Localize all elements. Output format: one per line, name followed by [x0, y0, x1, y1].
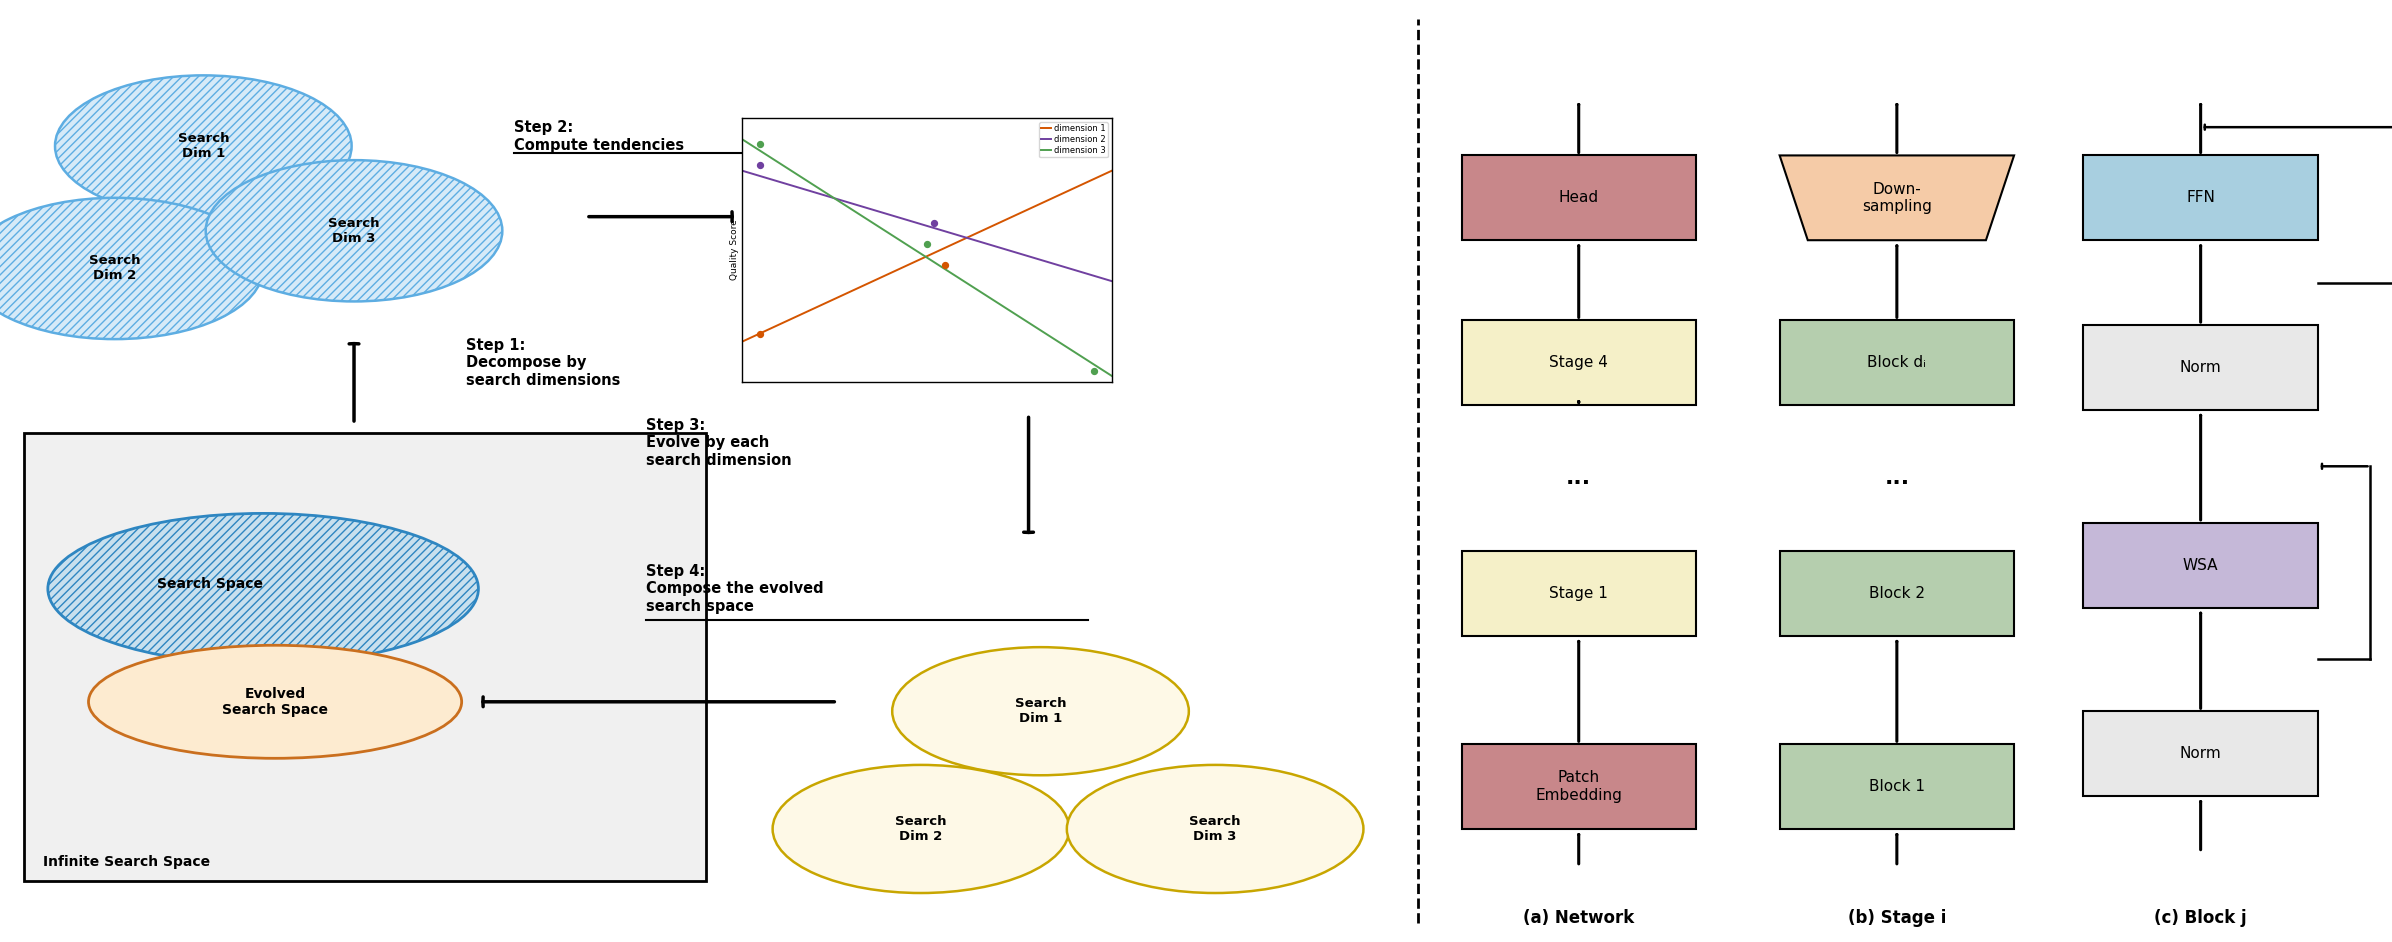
Text: Block 2: Block 2: [1868, 586, 1926, 601]
FancyBboxPatch shape: [1462, 551, 1696, 636]
Ellipse shape: [48, 513, 478, 664]
Text: Step 3:
Evolve by each
search dimension: Step 3: Evolve by each search dimension: [646, 418, 792, 467]
Text: Step 2:
Compute tendencies: Step 2: Compute tendencies: [514, 121, 684, 153]
FancyBboxPatch shape: [2083, 325, 2318, 410]
Ellipse shape: [55, 75, 352, 217]
Y-axis label: Quality Score: Quality Score: [730, 219, 739, 280]
Text: Evolved
Search Space: Evolved Search Space: [222, 687, 328, 717]
Point: [742, 137, 780, 152]
Text: (c) Block j: (c) Block j: [2155, 909, 2246, 928]
FancyBboxPatch shape: [1780, 744, 2014, 829]
FancyBboxPatch shape: [2083, 155, 2318, 240]
Text: Norm: Norm: [2179, 360, 2222, 375]
Text: Search
Dim 3: Search Dim 3: [1189, 815, 1241, 843]
Text: Step 4:
Compose the evolved
search space: Step 4: Compose the evolved search space: [646, 564, 823, 613]
FancyBboxPatch shape: [24, 433, 706, 881]
Ellipse shape: [892, 647, 1189, 775]
Text: Stage 4: Stage 4: [1550, 355, 1607, 370]
Text: Block 1: Block 1: [1868, 779, 1926, 794]
Point: [742, 157, 780, 172]
Text: Patch
Embedding: Patch Embedding: [1536, 771, 1622, 803]
Point: [916, 216, 954, 231]
Text: Search
Dim 1: Search Dim 1: [177, 132, 230, 160]
FancyBboxPatch shape: [1462, 744, 1696, 829]
Ellipse shape: [1067, 765, 1363, 893]
Text: (a) Network: (a) Network: [1524, 909, 1634, 928]
Point: [742, 327, 780, 342]
FancyBboxPatch shape: [1462, 320, 1696, 405]
Text: Block dᵢ: Block dᵢ: [1868, 355, 1926, 370]
Ellipse shape: [773, 765, 1069, 893]
Text: (b) Stage i: (b) Stage i: [1847, 909, 1947, 928]
Ellipse shape: [206, 160, 502, 301]
Polygon shape: [1780, 155, 2014, 240]
Text: Down-
sampling: Down- sampling: [1861, 182, 1933, 214]
FancyBboxPatch shape: [1780, 551, 2014, 636]
Ellipse shape: [89, 645, 462, 758]
Text: Step 1:
Decompose by
search dimensions: Step 1: Decompose by search dimensions: [466, 338, 622, 387]
Text: Search
Dim 1: Search Dim 1: [1014, 697, 1067, 725]
Point: [926, 258, 964, 273]
Ellipse shape: [0, 198, 263, 339]
Text: Head: Head: [1560, 190, 1598, 205]
Point: [909, 236, 947, 252]
FancyBboxPatch shape: [1780, 320, 2014, 405]
Text: FFN: FFN: [2186, 190, 2215, 205]
Legend: dimension 1, dimension 2, dimension 3: dimension 1, dimension 2, dimension 3: [1038, 122, 1107, 157]
Point: [1074, 364, 1112, 379]
FancyBboxPatch shape: [2083, 523, 2318, 608]
Text: ...: ...: [1567, 468, 1591, 488]
Text: WSA: WSA: [2184, 558, 2217, 573]
Text: Infinite Search Space: Infinite Search Space: [43, 855, 210, 869]
Text: Norm: Norm: [2179, 746, 2222, 761]
Text: ...: ...: [1885, 468, 1909, 488]
Text: Search
Dim 2: Search Dim 2: [89, 254, 141, 283]
Text: Search
Dim 3: Search Dim 3: [328, 217, 380, 245]
Text: Stage 1: Stage 1: [1550, 586, 1607, 601]
Text: Search Space: Search Space: [158, 577, 263, 591]
Text: Search
Dim 2: Search Dim 2: [895, 815, 947, 843]
FancyBboxPatch shape: [1462, 155, 1696, 240]
FancyBboxPatch shape: [2083, 711, 2318, 796]
